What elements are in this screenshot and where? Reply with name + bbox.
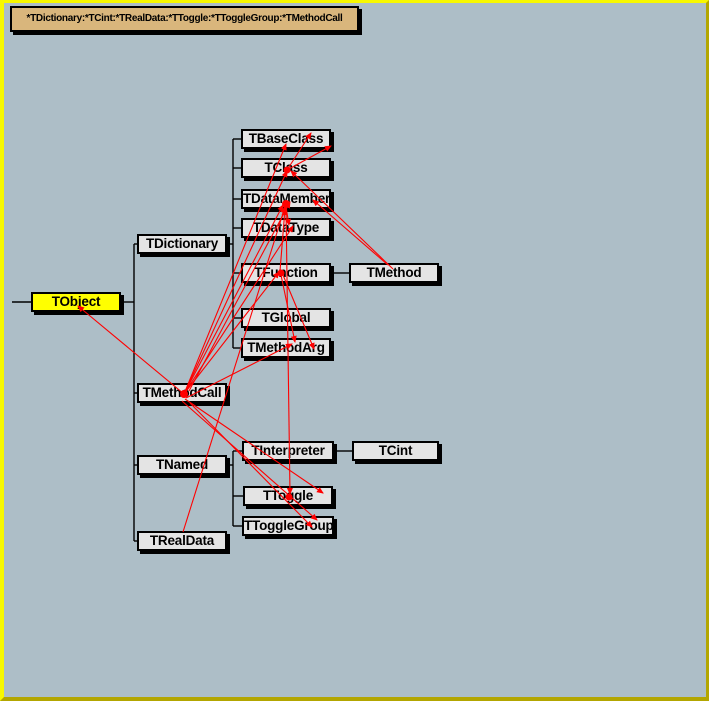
class-node-tdictionary[interactable]: TDictionary [137,234,227,254]
class-node-tmethodcall[interactable]: TMethodCall [137,383,227,403]
class-node-tnamed[interactable]: TNamed [137,455,227,475]
class-node-trealdata[interactable]: TRealData [137,531,227,551]
selection-banner: *TDictionary:*TCint:*TRealData:*TToggle:… [10,6,359,32]
class-node-tfunction[interactable]: TFunction [241,263,331,283]
class-node-tbaseclass[interactable]: TBaseClass [241,129,331,149]
relation-line [182,206,287,533]
class-node-tobject[interactable]: TObject [31,292,121,312]
class-node-tclass[interactable]: TClass [241,158,331,178]
relation-line [77,305,185,395]
relation-line [183,271,280,395]
class-node-ttoggle[interactable]: TToggle [243,486,333,506]
class-node-tglobal[interactable]: TGlobal [241,308,331,328]
inheritance-tree-lines [12,138,352,542]
relation-lines-overlay [77,132,394,533]
class-node-tcint[interactable]: TCint [352,441,439,461]
class-node-tdatatype[interactable]: TDataType [241,218,331,238]
class-node-ttogglegroup[interactable]: TToggleGroup [242,516,334,536]
class-node-tinterpreter[interactable]: TInterpreter [242,441,334,461]
class-node-tdatamember[interactable]: TDataMember [241,189,331,209]
class-node-tmethodarg[interactable]: TMethodArg [241,338,331,358]
class-node-tmethod[interactable]: TMethod [349,263,439,283]
